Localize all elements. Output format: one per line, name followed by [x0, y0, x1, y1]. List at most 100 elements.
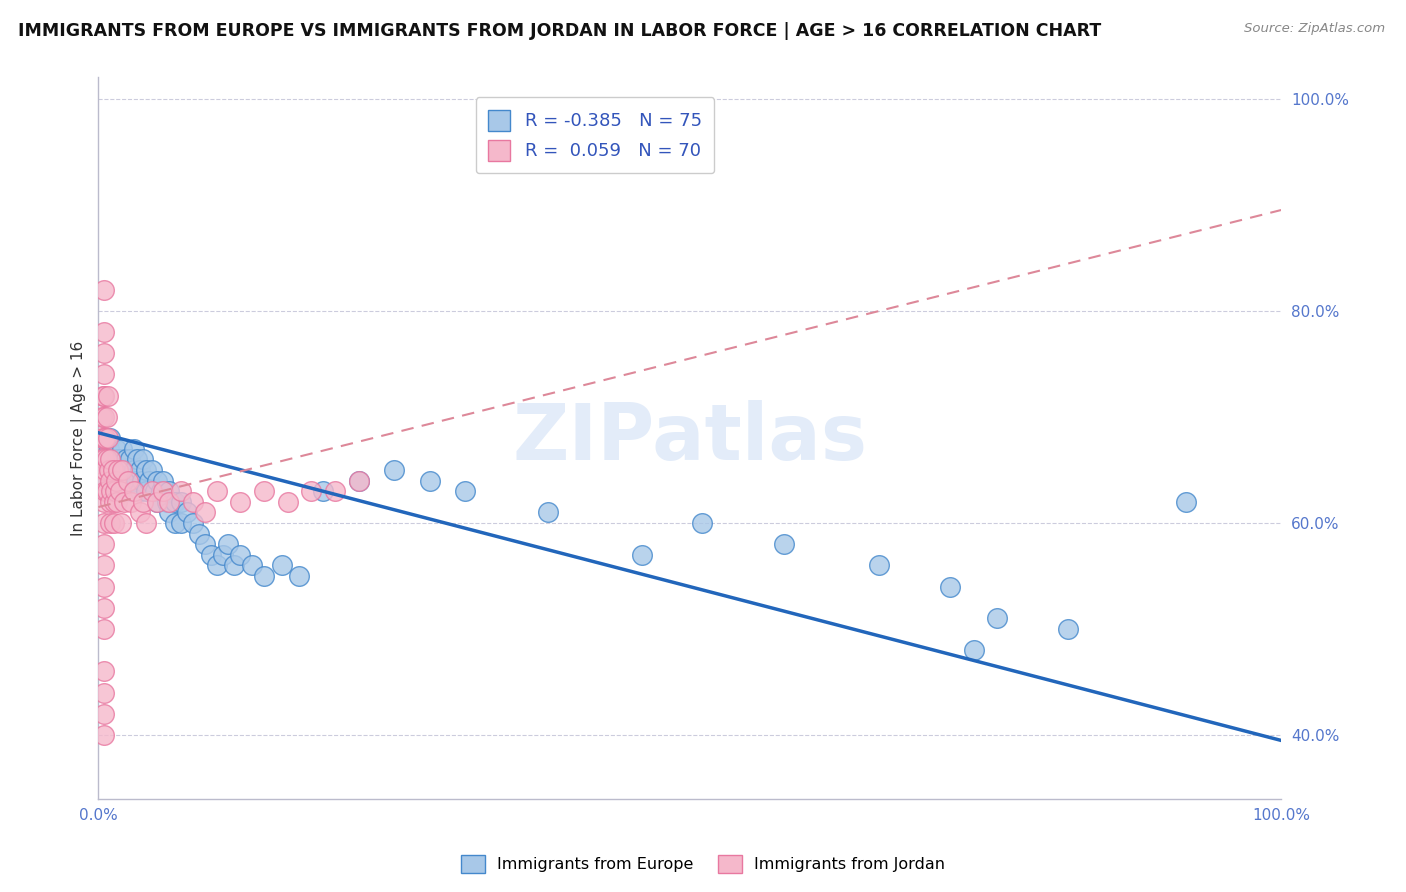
Point: [312, 484, 335, 499]
Point: [96, 452, 118, 467]
Point: [128, 463, 150, 477]
Point: [111, 442, 134, 456]
Point: [98, 474, 121, 488]
Point: [229, 494, 252, 508]
Point: [122, 442, 145, 456]
Point: [93, 537, 115, 551]
Point: [93, 474, 115, 488]
Point: [91, 463, 114, 477]
Point: [97, 431, 120, 445]
Point: [93, 474, 115, 488]
Point: [181, 516, 204, 530]
Point: [93, 665, 115, 679]
Point: [114, 452, 136, 467]
Point: [146, 474, 169, 488]
Point: [277, 494, 299, 508]
Point: [146, 494, 169, 508]
Point: [98, 494, 121, 508]
Point: [454, 484, 477, 499]
Point: [194, 505, 217, 519]
Point: [125, 474, 148, 488]
Legend: Immigrants from Europe, Immigrants from Jordan: Immigrants from Europe, Immigrants from …: [454, 848, 952, 880]
Point: [105, 463, 128, 477]
Point: [117, 463, 139, 477]
Point: [170, 516, 193, 530]
Text: IMMIGRANTS FROM EUROPE VS IMMIGRANTS FROM JORDAN IN LABOR FORCE | AGE > 16 CORRE: IMMIGRANTS FROM EUROPE VS IMMIGRANTS FRO…: [18, 22, 1101, 40]
Point: [1175, 494, 1198, 508]
Point: [91, 389, 114, 403]
Point: [132, 452, 155, 467]
Point: [128, 505, 150, 519]
Point: [93, 516, 115, 530]
Point: [253, 484, 276, 499]
Point: [152, 484, 174, 499]
Point: [108, 484, 131, 499]
Point: [121, 494, 143, 508]
Point: [110, 516, 132, 530]
Point: [103, 516, 125, 530]
Point: [200, 548, 222, 562]
Point: [194, 537, 217, 551]
Point: [537, 505, 560, 519]
Point: [128, 484, 150, 499]
Point: [107, 474, 129, 488]
Point: [299, 484, 322, 499]
Point: [205, 484, 228, 499]
Point: [135, 463, 157, 477]
Point: [105, 452, 128, 467]
Point: [90, 452, 112, 467]
Point: [93, 389, 115, 403]
Point: [117, 474, 139, 488]
Point: [93, 728, 115, 742]
Point: [135, 484, 157, 499]
Point: [157, 505, 180, 519]
Point: [107, 463, 129, 477]
Point: [94, 484, 117, 499]
Point: [939, 580, 962, 594]
Point: [98, 463, 121, 477]
Point: [347, 474, 370, 488]
Point: [146, 494, 169, 508]
Point: [97, 389, 120, 403]
Text: ZIPatlas: ZIPatlas: [512, 401, 868, 476]
Point: [141, 463, 163, 477]
Point: [98, 431, 121, 445]
Point: [323, 484, 346, 499]
Point: [165, 516, 187, 530]
Point: [150, 484, 173, 499]
Point: [93, 431, 115, 445]
Point: [270, 558, 292, 573]
Point: [93, 452, 115, 467]
Point: [98, 463, 121, 477]
Point: [93, 580, 115, 594]
Point: [120, 452, 142, 467]
Point: [868, 558, 890, 573]
Point: [112, 494, 135, 508]
Point: [131, 474, 153, 488]
Point: [93, 622, 115, 636]
Point: [103, 474, 125, 488]
Point: [156, 494, 179, 508]
Point: [382, 463, 405, 477]
Point: [90, 431, 112, 445]
Point: [105, 442, 128, 456]
Point: [94, 463, 117, 477]
Point: [141, 484, 163, 499]
Point: [110, 452, 132, 467]
Point: [93, 558, 115, 573]
Point: [211, 548, 233, 562]
Point: [93, 409, 115, 424]
Point: [117, 484, 139, 499]
Point: [96, 452, 118, 467]
Point: [122, 484, 145, 499]
Point: [347, 474, 370, 488]
Point: [170, 494, 193, 508]
Point: [98, 452, 121, 467]
Point: [157, 484, 180, 499]
Point: [100, 484, 122, 499]
Point: [690, 516, 713, 530]
Point: [631, 548, 654, 562]
Point: [132, 494, 155, 508]
Point: [962, 643, 984, 657]
Point: [288, 569, 311, 583]
